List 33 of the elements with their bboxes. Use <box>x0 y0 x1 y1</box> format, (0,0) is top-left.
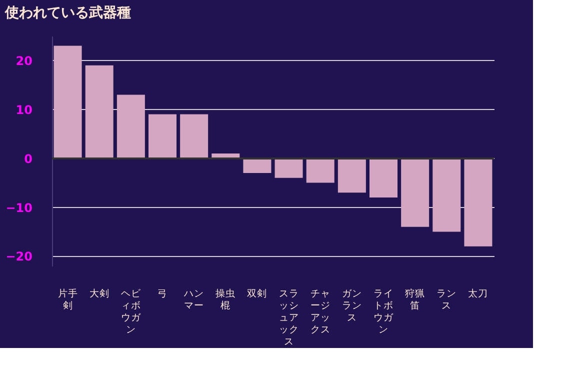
x-tick-label: ハンマー <box>183 288 204 312</box>
bar <box>401 158 430 227</box>
x-tick-label: スラッシュアックス <box>278 288 299 348</box>
x-tick-label: 大剣 <box>89 288 110 300</box>
x-tick-label: ライトボウガン <box>374 288 394 336</box>
x-tick-label: ヘビィボウガン <box>120 288 142 336</box>
bar <box>180 114 208 158</box>
bar <box>432 158 461 232</box>
chart-title: 使われている武器種 <box>4 5 132 21</box>
bar <box>306 158 334 183</box>
x-tick-label: 狩猟笛 <box>405 288 426 312</box>
x-tick-label: ランス <box>436 288 457 312</box>
x-tick-label: 片手剣 <box>58 288 78 312</box>
bar <box>54 46 82 158</box>
y-tick-label: 20 <box>16 54 32 68</box>
bar <box>370 158 398 198</box>
bar <box>116 94 145 158</box>
x-tick-label: 操虫棍 <box>216 288 236 312</box>
bar <box>338 158 366 193</box>
bar <box>464 158 492 246</box>
y-tick-label: 0 <box>24 152 32 166</box>
y-tick-label: −20 <box>6 250 32 264</box>
bar <box>85 65 114 158</box>
x-tick-label: 太刀 <box>468 288 488 300</box>
bar <box>148 114 176 158</box>
x-tick-label: 弓 <box>158 288 168 300</box>
x-tick-label: 双剣 <box>247 288 268 300</box>
bar <box>243 158 272 174</box>
y-tick-label: −10 <box>6 200 32 215</box>
bar <box>274 158 303 178</box>
y-tick-label: 10 <box>16 102 32 117</box>
x-tick-label: チャージアックス <box>310 288 330 336</box>
x-tick-label: ガンランス <box>342 288 362 324</box>
